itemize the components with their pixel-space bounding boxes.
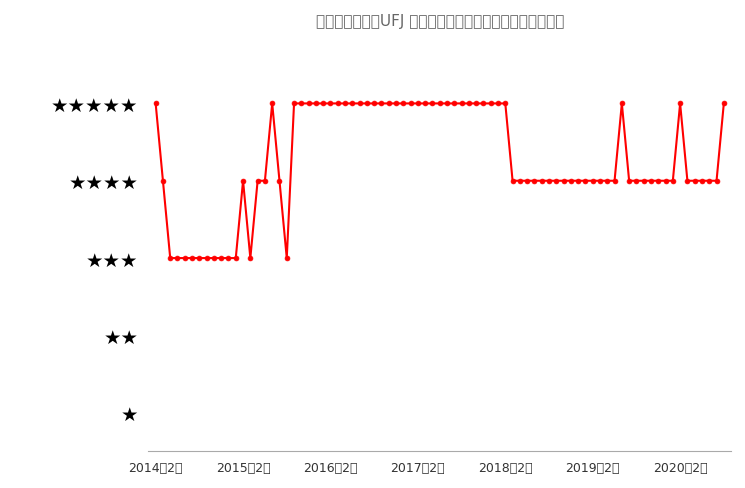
- Title: （図表）「三菱UFJ 純金ファンド」のレーティングの推移: （図表）「三菱UFJ 純金ファンド」のレーティングの推移: [316, 14, 564, 29]
